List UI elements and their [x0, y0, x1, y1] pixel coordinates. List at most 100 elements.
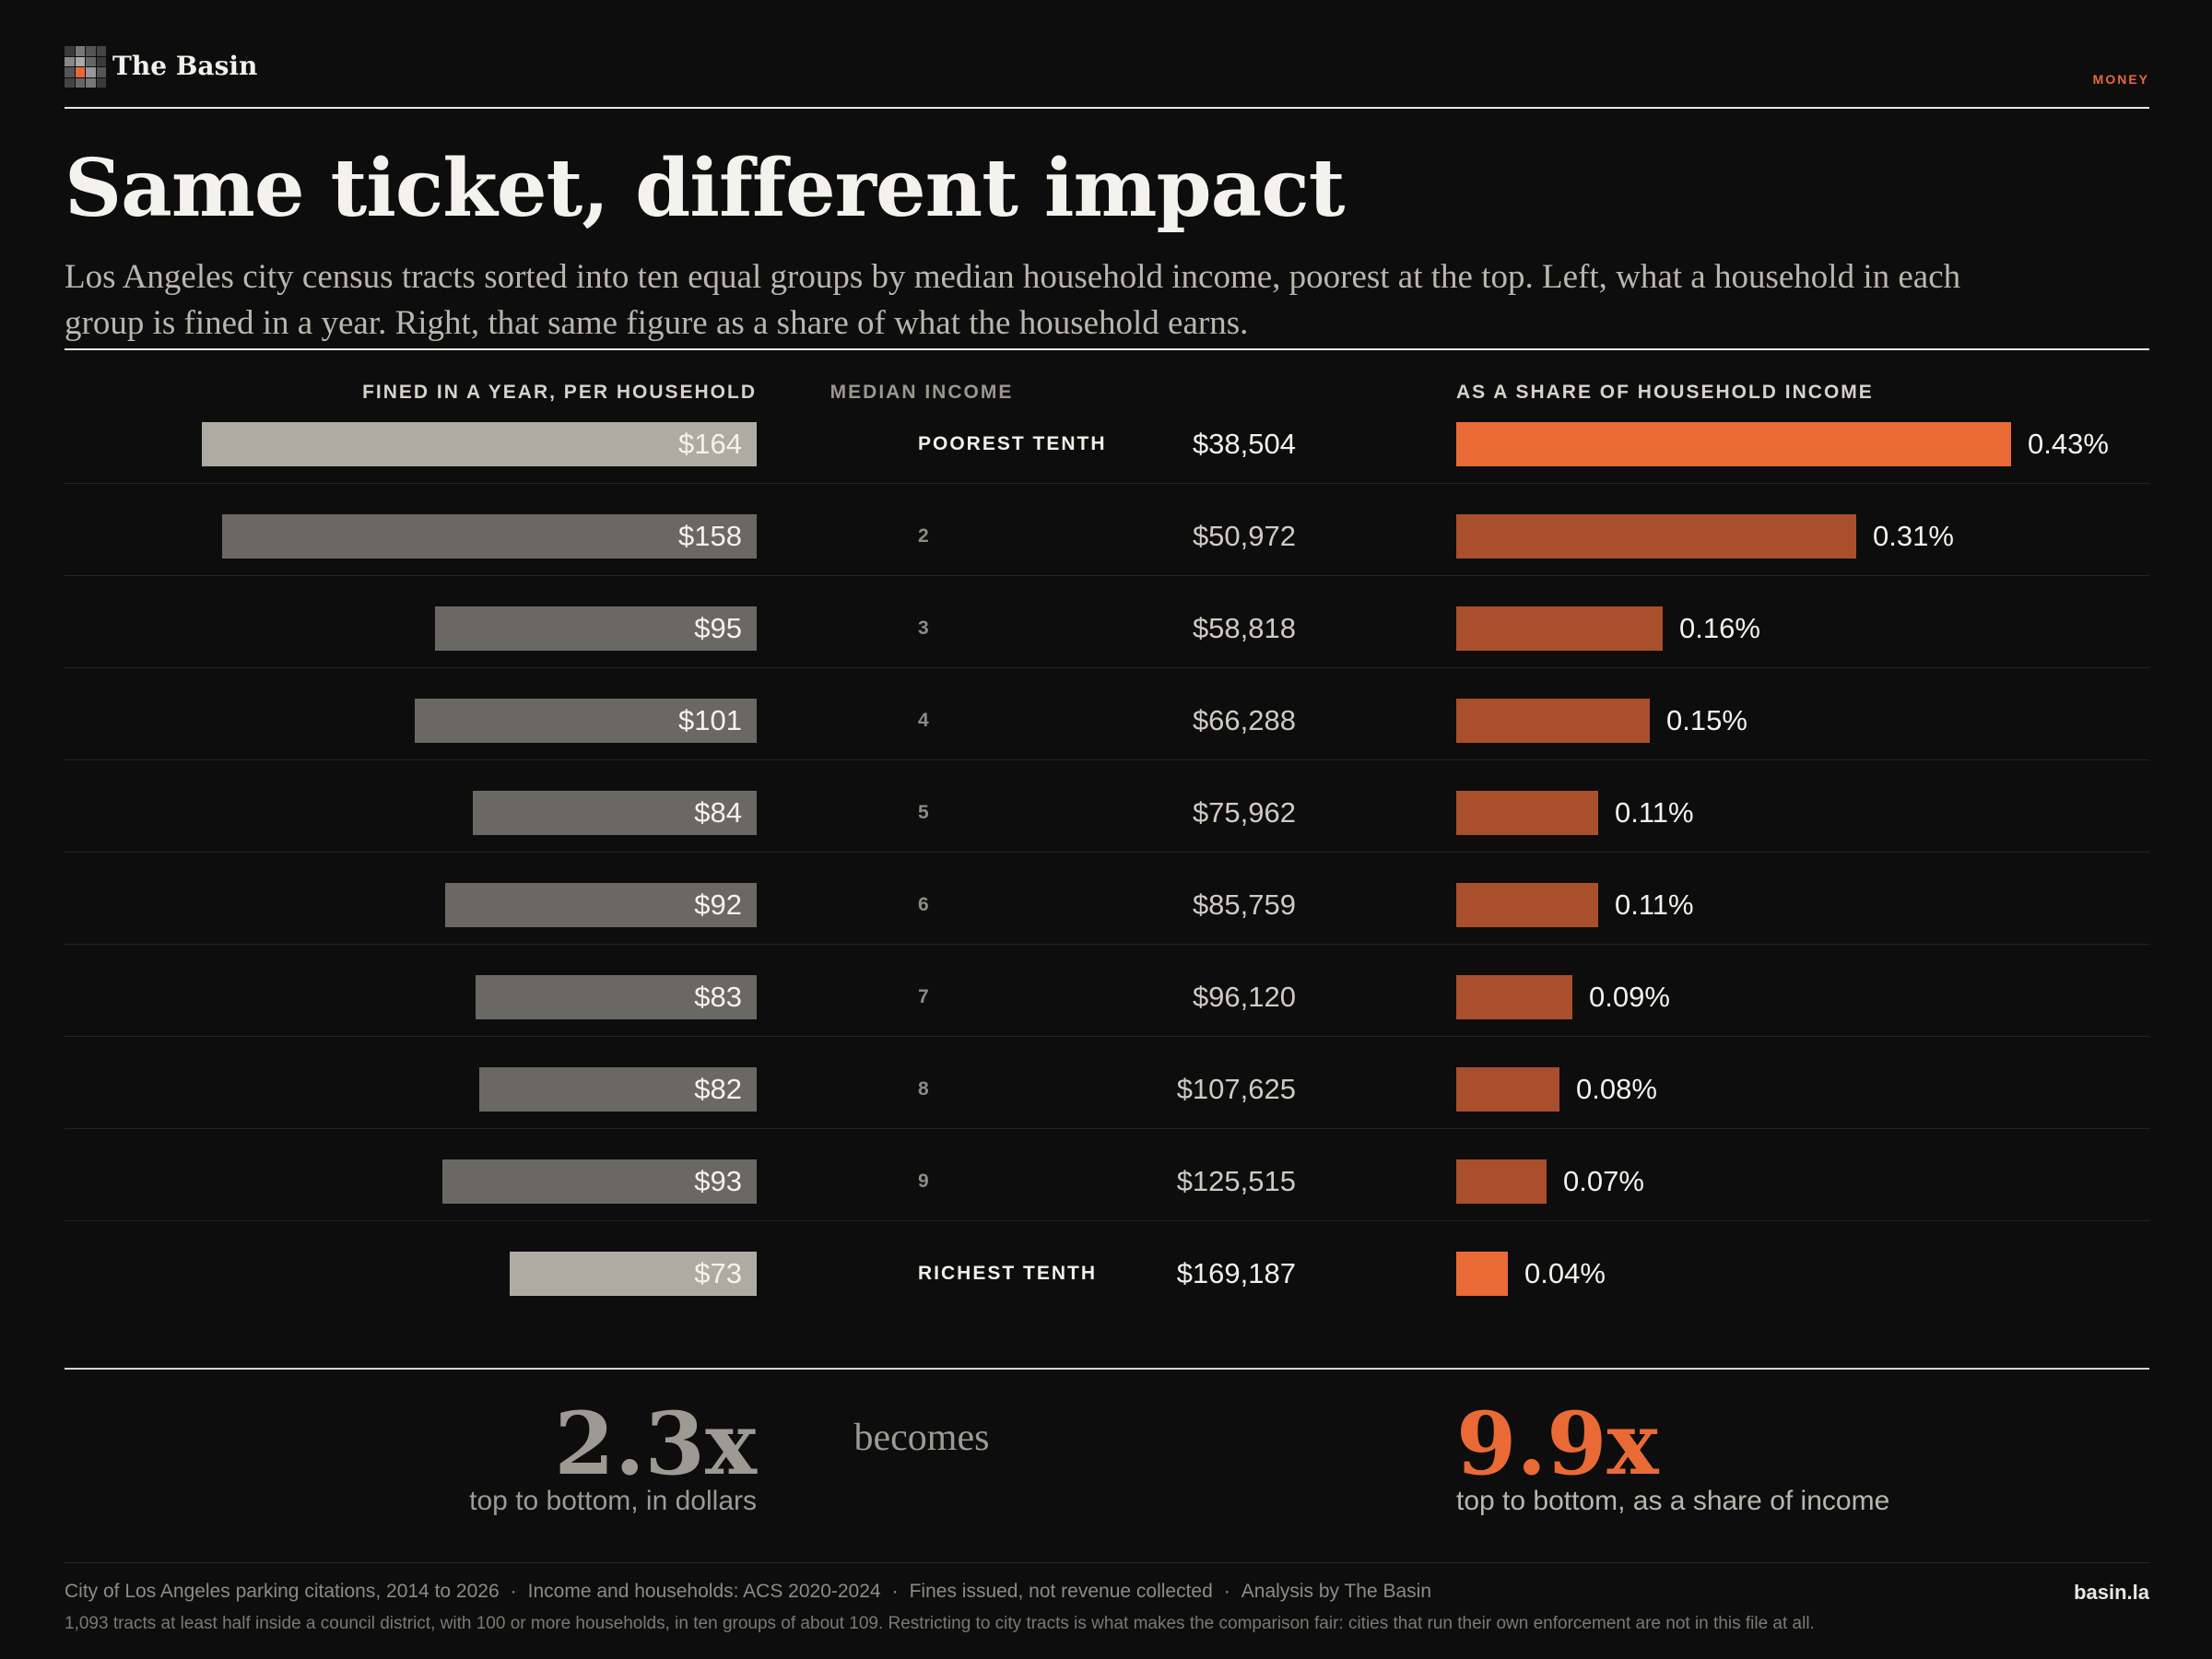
row-divider: [65, 483, 2149, 484]
fine-bar: [435, 606, 757, 651]
page-title: Same ticket, different impact: [65, 142, 1345, 235]
table-row: $93 9 $125,515 0.07%: [65, 1129, 2149, 1221]
fine-label: $92: [694, 888, 742, 921]
brand-name[interactable]: The Basin: [112, 51, 258, 81]
share-bar: [1456, 1159, 1547, 1204]
grid-logo-icon: [65, 46, 106, 88]
income-group-label: 2: [918, 525, 931, 547]
fine-bar: [445, 883, 757, 927]
income-group-label: 5: [918, 802, 931, 823]
column-header-fined: FINED IN A YEAR, PER HOUSEHOLD: [362, 382, 757, 403]
median-income: $50,972: [1192, 520, 1296, 552]
fine-label: $82: [694, 1073, 742, 1105]
source-note-fines: Fines issued, not revenue collected: [909, 1581, 1213, 1602]
fine-label: $73: [694, 1257, 742, 1289]
source-citations: City of Los Angeles parking citations, 2…: [65, 1581, 500, 1602]
ratio-connector: becomes: [853, 1417, 990, 1459]
divider: [65, 1562, 2149, 1563]
share-label: 0.15%: [1666, 704, 1747, 736]
median-income: $125,515: [1176, 1165, 1296, 1197]
fine-bar: [441, 1159, 757, 1204]
fine-label: $93: [694, 1165, 742, 1197]
fine-label: $83: [694, 981, 742, 1013]
ratio-share: 9.9x: [1456, 1394, 1659, 1495]
table-row: $84 5 $75,962 0.11%: [65, 760, 2149, 853]
row-divider: [65, 944, 2149, 945]
fine-bar: [415, 699, 757, 743]
table-row: $92 6 $85,759 0.11%: [65, 853, 2149, 945]
median-income: $169,187: [1176, 1257, 1296, 1289]
separator: ·: [891, 1581, 899, 1602]
income-group-label: 6: [918, 894, 931, 915]
median-income: $107,625: [1176, 1073, 1296, 1105]
share-bar: [1456, 1252, 1508, 1296]
median-income: $58,818: [1192, 612, 1296, 644]
fine-label: $95: [694, 612, 742, 644]
median-income: $66,288: [1192, 704, 1296, 736]
ratio-dollars: 2.3x: [554, 1394, 757, 1495]
row-divider: [65, 852, 2149, 853]
share-label: 0.08%: [1576, 1073, 1657, 1105]
income-group-label: 4: [918, 710, 931, 731]
section-label[interactable]: MONEY: [2092, 72, 2149, 87]
methodology-note: 1,093 tracts at least half inside a coun…: [65, 1614, 1815, 1633]
fine-bar: [202, 422, 757, 466]
share-label: 0.31%: [1873, 520, 1954, 552]
table-row: $83 7 $96,120 0.09%: [65, 945, 2149, 1037]
divider: [65, 348, 2149, 350]
share-bar: [1456, 975, 1572, 1019]
income-group-label: 9: [918, 1171, 931, 1192]
share-bar: [1456, 606, 1663, 651]
masthead: The Basin MONEY: [65, 46, 2149, 109]
share-bar: [1456, 1067, 1559, 1112]
site-link[interactable]: basin.la: [2074, 1581, 2149, 1604]
page-subtitle: Los Angeles city census tracts sorted in…: [65, 258, 1961, 342]
share-label: 0.43%: [2028, 428, 2109, 460]
share-bar: [1456, 883, 1598, 927]
income-group-label: POOREST TENTH: [918, 433, 1107, 454]
table-row: $101 4 $66,288 0.15%: [65, 668, 2149, 760]
table-row: $95 3 $58,818 0.16%: [65, 576, 2149, 668]
row-divider: [65, 667, 2149, 668]
median-income: $38,504: [1192, 428, 1296, 460]
column-header-share: AS A SHARE OF HOUSEHOLD INCOME: [1456, 382, 1874, 403]
fine-bar: [479, 1067, 757, 1112]
source-line: City of Los Angeles parking citations, 2…: [65, 1581, 1431, 1603]
ratio-dollars-caption: top to bottom, in dollars: [469, 1486, 757, 1516]
share-label: 0.11%: [1615, 796, 1694, 829]
fine-bar: [476, 975, 757, 1019]
table-row: $82 8 $107,625 0.08%: [65, 1037, 2149, 1129]
income-group-label: 8: [918, 1078, 931, 1100]
row-divider: [65, 1128, 2149, 1129]
share-label: 0.04%: [1524, 1257, 1606, 1289]
share-label: 0.11%: [1615, 888, 1694, 921]
row-divider: [65, 575, 2149, 576]
fine-label: $164: [678, 428, 742, 460]
income-group-label: RICHEST TENTH: [918, 1263, 1097, 1284]
income-group-label: 7: [918, 986, 931, 1007]
table-row: $73 RICHEST TENTH $169,187 0.04%: [65, 1221, 2149, 1313]
ratio-share-caption: top to bottom, as a share of income: [1456, 1486, 1890, 1516]
row-divider: [65, 1036, 2149, 1037]
median-income: $96,120: [1192, 981, 1296, 1013]
share-bar: [1456, 514, 1856, 559]
share-label: 0.09%: [1589, 981, 1670, 1013]
share-bar: [1456, 422, 2011, 466]
source-income: Income and households: ACS 2020-2024: [527, 1581, 881, 1602]
column-header-income: MEDIAN INCOME: [830, 382, 1014, 403]
share-bar: [1456, 791, 1598, 835]
fine-bar: [472, 791, 757, 835]
separator: ·: [1223, 1581, 1230, 1602]
fine-bar: [510, 1252, 757, 1296]
fine-label: $84: [694, 796, 742, 829]
source-analysis: Analysis by The Basin: [1241, 1581, 1432, 1602]
median-income: $75,962: [1192, 796, 1296, 829]
row-divider: [65, 759, 2149, 760]
income-group-label: 3: [918, 618, 931, 639]
share-label: 0.07%: [1563, 1165, 1644, 1197]
table-row: $164 POOREST TENTH $38,504 0.43%: [65, 392, 2149, 484]
share-label: 0.16%: [1679, 612, 1760, 644]
fine-label: $101: [678, 704, 742, 736]
fine-label: $158: [678, 520, 742, 552]
median-income: $85,759: [1192, 888, 1296, 921]
